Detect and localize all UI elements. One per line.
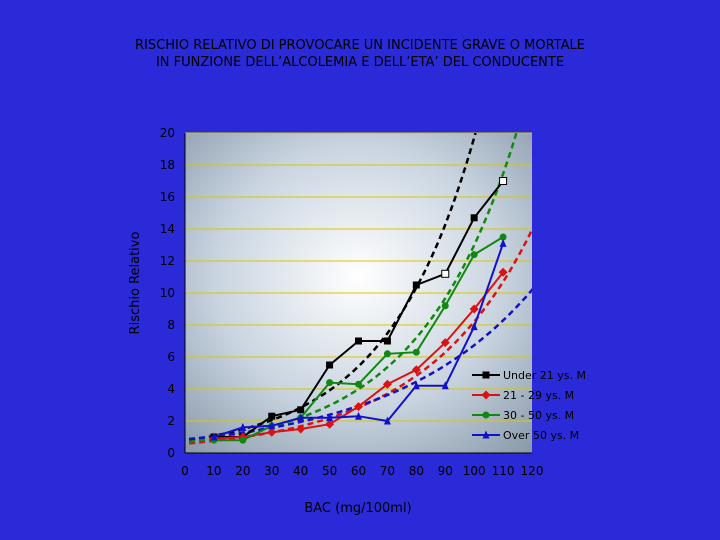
y-tick-label: 20: [160, 126, 175, 140]
data-point-over-50-ys-m: [470, 322, 478, 331]
data-point-over-50-ys-m: [441, 381, 449, 390]
slide-title-line-1: RISCHIO RELATIVO DI PROVOCARE UN INCIDEN…: [135, 38, 585, 53]
data-point-21-29-ys-m: [382, 379, 392, 389]
trendline-30-50-ys-m: [185, 133, 518, 444]
data-point-21-29-ys-m: [440, 338, 450, 348]
x-tick-label: 120: [521, 464, 544, 478]
data-point-under-21-ys-m: [326, 361, 334, 369]
data-point-over-50-ys-m: [355, 411, 362, 420]
legend-label-30-50-ys-m: 30 - 50 ys. M: [503, 409, 574, 422]
legend-marker-over-50-ys-m: [482, 430, 490, 439]
data-point-21-29-ys-m: [411, 365, 421, 375]
data-point-21-29-ys-m: [498, 267, 508, 277]
legend-marker-under-21-ys-m: [482, 371, 490, 379]
data-point-under-21-ys-m: [268, 412, 276, 420]
data-point-over-50-ys-m: [239, 422, 247, 431]
data-point-21-29-ys-m: [296, 424, 306, 434]
data-point-30-50-ys-m: [239, 436, 247, 444]
data-point-under-21-ys-m: [383, 337, 391, 345]
y-tick-label: 2: [167, 414, 175, 428]
data-point-under-21-ys-m: [441, 269, 450, 278]
data-point-over-50-ys-m: [499, 238, 507, 247]
y-tick-label: 8: [167, 318, 175, 332]
data-point-30-50-ys-m: [470, 251, 478, 259]
legend-label-under-21-ys-m: Under 21 ys. M: [503, 369, 586, 382]
data-point-30-50-ys-m: [355, 380, 362, 388]
y-tick-label: 18: [160, 158, 175, 172]
legend-label-21-29-ys-m: 21 - 29 ys. M: [503, 389, 574, 402]
x-tick-label: 100: [463, 464, 486, 478]
x-tick-label: 90: [438, 464, 453, 478]
data-point-under-21-ys-m: [499, 177, 508, 185]
data-point-21-29-ys-m: [354, 402, 363, 412]
x-axis-label: BAC (mg/100ml): [304, 501, 411, 516]
y-tick-label: 4: [167, 382, 175, 396]
data-point-over-50-ys-m: [268, 421, 276, 430]
data-point-30-50-ys-m: [383, 350, 391, 358]
y-tick-label: 12: [160, 254, 175, 268]
data-point-21-29-ys-m: [469, 304, 479, 314]
y-tick-label: 14: [160, 222, 175, 236]
y-tick-label: 6: [167, 350, 175, 364]
data-point-30-50-ys-m: [441, 302, 449, 310]
legend-marker-21-29-ys-m: [481, 390, 491, 400]
y-axis-label: Rischio Relativo: [128, 232, 143, 335]
trendline-under-21-ys-m: [185, 133, 477, 442]
data-point-under-21-ys-m: [355, 337, 362, 345]
x-tick-label: 10: [206, 464, 221, 478]
x-tick-label: 0: [181, 464, 189, 478]
y-tick-label: 16: [160, 190, 175, 204]
data-point-30-50-ys-m: [412, 348, 420, 356]
data-point-21-29-ys-m: [325, 419, 335, 429]
x-tick-label: 70: [380, 464, 395, 478]
x-tick-label: 30: [264, 464, 279, 478]
x-tick-label: 60: [351, 464, 366, 478]
x-tick-label: 80: [409, 464, 424, 478]
data-point-under-21-ys-m: [470, 214, 478, 222]
data-point-over-50-ys-m: [412, 381, 420, 390]
data-point-over-50-ys-m: [326, 413, 334, 422]
slide-title-line-2: IN FUNZIONE DELL’ALCOLEMIA E DELL’ETA’ D…: [155, 55, 565, 70]
y-tick-label: 0: [167, 446, 175, 460]
x-tick-label: 110: [492, 464, 515, 478]
y-tick-label: 10: [160, 286, 175, 300]
data-point-30-50-ys-m: [499, 233, 507, 241]
x-tick-label: 20: [235, 464, 250, 478]
data-point-30-50-ys-m: [326, 379, 334, 387]
legend-marker-30-50-ys-m: [482, 411, 490, 419]
data-point-over-50-ys-m: [210, 432, 218, 441]
legend-label-over-50-ys-m: Over 50 ys. M: [503, 429, 579, 442]
data-point-under-21-ys-m: [297, 406, 305, 414]
data-point-21-29-ys-m: [267, 427, 277, 437]
data-point-over-50-ys-m: [297, 413, 305, 422]
data-point-under-21-ys-m: [412, 281, 420, 289]
data-point-over-50-ys-m: [383, 416, 391, 425]
x-tick-label: 40: [293, 464, 308, 478]
x-tick-label: 50: [322, 464, 337, 478]
